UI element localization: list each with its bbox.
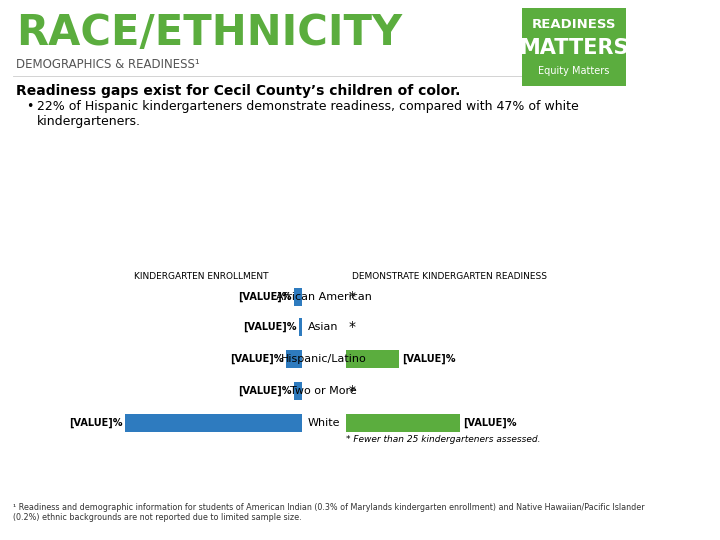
Text: [VALUE]%: [VALUE]% xyxy=(238,292,292,302)
Bar xyxy=(299,318,302,336)
Text: DEMONSTRATE KINDERGARTEN READINESS: DEMONSTRATE KINDERGARTEN READINESS xyxy=(352,272,547,281)
Text: Two or More: Two or More xyxy=(290,386,357,396)
Text: [VALUE]%: [VALUE]% xyxy=(402,354,456,364)
Text: * Fewer than 25 kindergarteners assessed.: * Fewer than 25 kindergarteners assessed… xyxy=(346,435,540,444)
Bar xyxy=(346,414,460,432)
Text: African American: African American xyxy=(276,292,372,302)
Text: Asian: Asian xyxy=(308,322,339,332)
Text: RACE/ETHNICITY: RACE/ETHNICITY xyxy=(16,12,402,54)
FancyBboxPatch shape xyxy=(522,8,626,86)
Bar xyxy=(294,382,302,400)
Text: [VALUE]%: [VALUE]% xyxy=(243,322,297,332)
Text: •: • xyxy=(27,100,34,113)
Bar xyxy=(125,414,302,432)
Text: [VALUE]%: [VALUE]% xyxy=(230,354,284,364)
Text: READINESS: READINESS xyxy=(531,18,616,31)
Bar xyxy=(346,350,400,368)
Text: [VALUE]%: [VALUE]% xyxy=(69,418,122,428)
Text: 22% of Hispanic kindergarteners demonstrate readiness, compared with 47% of whit: 22% of Hispanic kindergarteners demonstr… xyxy=(37,100,579,128)
Text: KINDERGARTEN ENROLLMENT: KINDERGARTEN ENROLLMENT xyxy=(134,272,269,281)
Text: [VALUE]%: [VALUE]% xyxy=(238,386,292,396)
Text: MATTERS: MATTERS xyxy=(519,38,629,58)
Text: Readiness gaps exist for Cecil County’s children of color.: Readiness gaps exist for Cecil County’s … xyxy=(16,84,460,98)
Text: White: White xyxy=(307,418,340,428)
Text: DEMOGRAPHICS & READINESS¹: DEMOGRAPHICS & READINESS¹ xyxy=(16,58,199,71)
Text: *: * xyxy=(348,290,355,304)
Text: ¹ Readiness and demographic information for students of American Indian (0.3% of: ¹ Readiness and demographic information … xyxy=(13,503,645,522)
Bar xyxy=(287,350,302,368)
Text: *: * xyxy=(348,320,355,334)
Text: *: * xyxy=(348,384,355,398)
Text: [VALUE]%: [VALUE]% xyxy=(463,418,516,428)
Text: Hispanic/Latino: Hispanic/Latino xyxy=(281,354,366,364)
Text: Equity Matters: Equity Matters xyxy=(539,66,610,76)
Bar xyxy=(294,288,302,306)
